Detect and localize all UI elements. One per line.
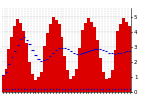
Bar (69, 78, 72, 92)
Bar (64, 56, 66, 92)
Bar (72, 76, 75, 92)
Bar (90, 22, 93, 92)
Bar (19, 23, 22, 92)
Bar (52, 17, 55, 92)
Bar (4, 69, 8, 92)
Bar (75, 69, 78, 92)
Bar (22, 30, 25, 92)
Bar (93, 27, 96, 92)
Bar (25, 42, 28, 92)
Bar (96, 40, 99, 92)
Bar (28, 62, 31, 92)
Bar (114, 50, 116, 92)
Bar (31, 74, 34, 92)
Bar (78, 48, 81, 92)
Bar (8, 48, 10, 92)
Bar (16, 18, 19, 92)
Bar (34, 80, 37, 92)
Bar (13, 26, 16, 92)
Bar (105, 79, 108, 92)
Bar (122, 18, 125, 92)
Bar (58, 24, 60, 92)
Bar (84, 23, 87, 92)
Bar (87, 18, 90, 92)
Bar (55, 20, 58, 92)
Bar (128, 26, 131, 92)
Bar (40, 72, 43, 92)
Bar (10, 36, 13, 92)
Bar (37, 77, 40, 92)
Bar (66, 70, 69, 92)
Bar (46, 33, 49, 92)
Bar (60, 37, 64, 92)
Bar (81, 30, 84, 92)
Bar (111, 70, 114, 92)
Bar (43, 46, 46, 92)
Bar (116, 30, 119, 92)
Bar (2, 75, 4, 92)
Bar (125, 22, 128, 92)
Bar (99, 58, 102, 92)
Bar (108, 78, 111, 92)
Bar (119, 24, 122, 92)
Bar (49, 24, 52, 92)
Bar (102, 72, 105, 92)
